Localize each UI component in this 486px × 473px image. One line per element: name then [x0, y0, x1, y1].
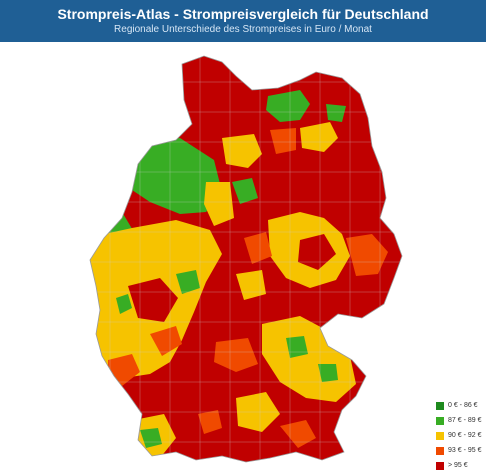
legend-swatch — [436, 431, 444, 440]
legend-label: 90 € - 92 € — [448, 432, 482, 439]
legend-label: > 95 € — [448, 462, 468, 469]
region-lower-saxony-green — [232, 178, 258, 204]
region-ruhr — [128, 278, 178, 322]
region-saxony-orange — [346, 234, 388, 276]
region-saxony-anhalt-red — [298, 234, 336, 270]
legend-item: 93 € - 95 € — [436, 443, 484, 458]
region-southwest-green — [140, 428, 162, 448]
region-hessen-green — [176, 270, 200, 294]
region-ne-orange — [270, 128, 296, 154]
header-banner: Strompreis-Atlas - Strompreisvergleich f… — [0, 0, 486, 42]
region-thuringia-west — [236, 270, 266, 300]
region-bavaria-green — [286, 336, 308, 358]
legend-label: 0 € - 86 € — [448, 402, 478, 409]
region-ruhr-green — [116, 294, 132, 314]
germany-price-map — [89, 55, 403, 463]
region-ruegen-green — [326, 104, 346, 122]
page-title: Strompreis-Atlas - Strompreisvergleich f… — [57, 6, 429, 22]
region-hessen-north-orange — [244, 232, 272, 264]
legend-swatch — [436, 416, 444, 425]
legend-item: 87 € - 89 € — [436, 413, 484, 428]
region-mecklenburg-green — [266, 90, 310, 122]
region-bavaria-green-2 — [318, 364, 338, 382]
price-legend: 0 € - 86 € 87 € - 89 € 90 € - 92 € 93 € … — [436, 398, 484, 473]
region-swabia-orange — [198, 410, 222, 434]
legend-label: 93 € - 95 € — [448, 447, 482, 454]
germany-outline — [89, 55, 403, 463]
region-south-orange — [280, 420, 316, 448]
region-northwest — [126, 138, 222, 214]
legend-swatch — [436, 446, 444, 455]
legend-swatch — [436, 401, 444, 410]
region-mecklenburg-yellow — [300, 122, 338, 152]
legend-item: > 95 € — [436, 458, 484, 473]
district-borders — [90, 56, 402, 462]
page-subtitle: Regionale Unterschiede des Strompreises … — [114, 24, 372, 35]
region-lower-saxony-yellow — [204, 182, 234, 226]
region-franconia-orange — [214, 338, 258, 372]
region-hamburg-area — [222, 134, 262, 168]
legend-item: 90 € - 92 € — [436, 428, 484, 443]
legend-label: 87 € - 89 € — [448, 417, 482, 424]
legend-item: 0 € - 86 € — [436, 398, 484, 413]
legend-swatch — [436, 461, 444, 470]
region-west-orange — [150, 326, 182, 356]
